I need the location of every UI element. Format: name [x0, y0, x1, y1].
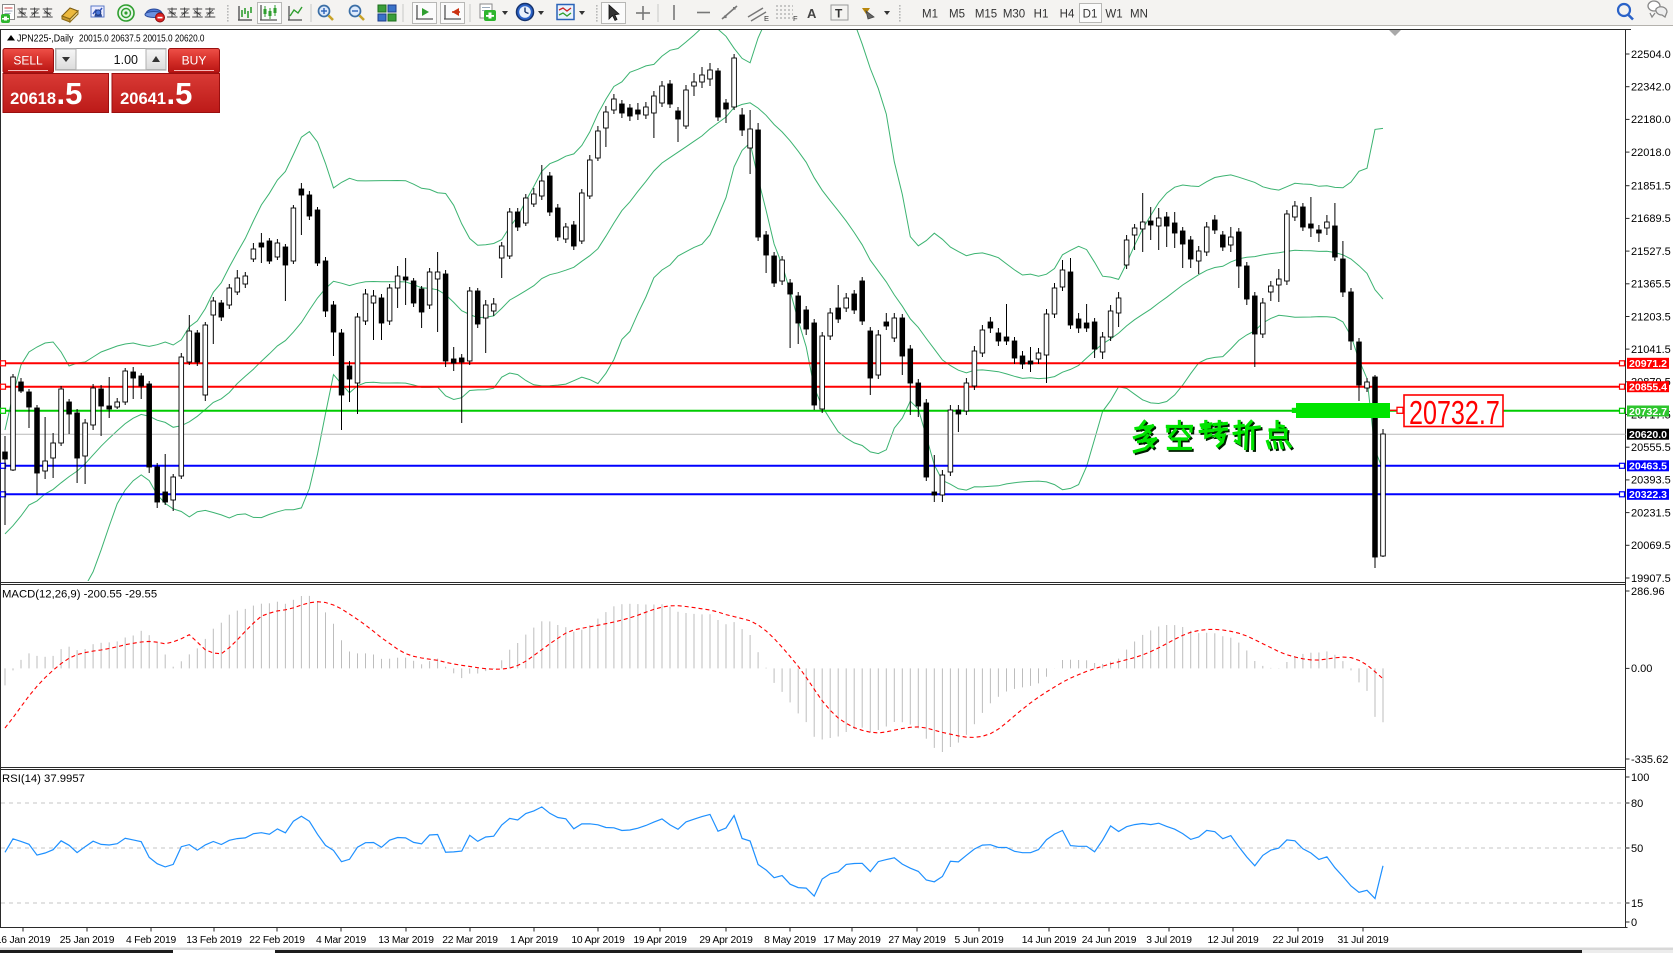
svg-text:29 Apr 2019: 29 Apr 2019: [699, 935, 753, 946]
svg-text:50: 50: [1631, 843, 1643, 855]
svg-text:22 Feb 2019: 22 Feb 2019: [249, 935, 305, 946]
svg-text:5 Jun 2019: 5 Jun 2019: [955, 935, 1004, 946]
svg-text:20732.7: 20732.7: [1629, 406, 1667, 418]
svg-text:A: A: [807, 6, 817, 21]
svg-text:22018.0: 22018.0: [1631, 147, 1671, 159]
svg-text:286.96: 286.96: [1631, 586, 1665, 598]
svg-text:16 Jan 2019: 16 Jan 2019: [0, 935, 51, 946]
svg-text:14 Jun 2019: 14 Jun 2019: [1022, 935, 1077, 946]
svg-text:24 Jun 2019: 24 Jun 2019: [1082, 935, 1137, 946]
svg-text:20322.3: 20322.3: [1629, 489, 1667, 501]
svg-text:0: 0: [1631, 917, 1637, 929]
svg-text:MN: MN: [1130, 9, 1148, 21]
svg-text:M30: M30: [1003, 9, 1025, 21]
svg-text:22504.0: 22504.0: [1631, 49, 1671, 61]
svg-text:.5: .5: [167, 76, 193, 111]
svg-text:13 Feb 2019: 13 Feb 2019: [186, 935, 242, 946]
svg-text:0.00: 0.00: [1631, 663, 1652, 675]
svg-text:.5: .5: [57, 76, 83, 111]
svg-text:BUY: BUY: [182, 54, 207, 68]
svg-text:17 May 2019: 17 May 2019: [823, 935, 881, 946]
svg-text:20641: 20641: [120, 90, 166, 108]
svg-text:20618: 20618: [10, 90, 56, 108]
svg-text:21527.5: 21527.5: [1631, 246, 1671, 258]
svg-text:SELL: SELL: [13, 54, 43, 68]
svg-text:13 Mar 2019: 13 Mar 2019: [378, 935, 434, 946]
svg-text:10 Apr 2019: 10 Apr 2019: [571, 935, 625, 946]
svg-text:20231.5: 20231.5: [1631, 507, 1671, 519]
svg-text:1.00: 1.00: [114, 53, 138, 67]
svg-text:15: 15: [1631, 898, 1643, 910]
svg-text:-335.62: -335.62: [1631, 754, 1668, 766]
svg-text:25 Jan 2019: 25 Jan 2019: [60, 935, 115, 946]
svg-text:22 Mar 2019: 22 Mar 2019: [442, 935, 498, 946]
svg-text:JPN225-,Daily: JPN225-,Daily: [17, 33, 74, 45]
svg-text:M15: M15: [975, 9, 997, 21]
svg-text:MACD(12,26,9) -200.55 -29.55: MACD(12,26,9) -200.55 -29.55: [2, 589, 157, 601]
svg-text:22 Jul 2019: 22 Jul 2019: [1272, 935, 1324, 946]
svg-text:F: F: [793, 14, 798, 23]
svg-text:22342.0: 22342.0: [1631, 82, 1671, 94]
svg-text:12 Jul 2019: 12 Jul 2019: [1207, 935, 1259, 946]
svg-text:RSI(14) 37.9957: RSI(14) 37.9957: [2, 773, 85, 785]
svg-text:100: 100: [1631, 772, 1649, 784]
svg-text:31 Jul 2019: 31 Jul 2019: [1337, 935, 1389, 946]
svg-text:H1: H1: [1034, 9, 1049, 21]
svg-text:20015.0 20637.5 20015.0 20620.: 20015.0 20637.5 20015.0 20620.0: [79, 33, 204, 44]
svg-text:80: 80: [1631, 798, 1643, 810]
svg-text:20620.0: 20620.0: [1629, 429, 1667, 441]
svg-text:3 Jul 2019: 3 Jul 2019: [1146, 935, 1192, 946]
svg-text:22180.0: 22180.0: [1631, 114, 1671, 126]
svg-text:T: T: [835, 7, 843, 21]
svg-text:20463.5: 20463.5: [1629, 461, 1667, 473]
svg-text:21365.5: 21365.5: [1631, 279, 1671, 291]
svg-text:20555.5: 20555.5: [1631, 442, 1671, 454]
svg-text:20393.5: 20393.5: [1631, 475, 1671, 487]
svg-text:M5: M5: [949, 9, 965, 21]
svg-text:M1: M1: [922, 9, 938, 21]
svg-text:E: E: [764, 14, 769, 23]
svg-text:20069.5: 20069.5: [1631, 540, 1671, 552]
svg-text:27 May 2019: 27 May 2019: [888, 935, 946, 946]
svg-text:20732.7: 20732.7: [1409, 395, 1500, 432]
svg-text:19907.5: 19907.5: [1631, 573, 1671, 585]
svg-text:D1: D1: [1083, 9, 1098, 21]
svg-text:20855.4: 20855.4: [1629, 382, 1667, 394]
svg-text:19 Apr 2019: 19 Apr 2019: [633, 935, 687, 946]
svg-text:1 Apr 2019: 1 Apr 2019: [510, 935, 558, 946]
svg-text:21851.5: 21851.5: [1631, 181, 1671, 193]
svg-text:21203.5: 21203.5: [1631, 311, 1671, 323]
svg-text:W1: W1: [1105, 9, 1122, 21]
svg-text:20971.2: 20971.2: [1629, 358, 1667, 370]
svg-text:21041.5: 21041.5: [1631, 344, 1671, 356]
svg-text:4 Mar 2019: 4 Mar 2019: [316, 935, 367, 946]
svg-text:H4: H4: [1060, 9, 1075, 21]
svg-text:8 May 2019: 8 May 2019: [764, 935, 816, 946]
svg-text:4 Feb 2019: 4 Feb 2019: [126, 935, 177, 946]
svg-text:21689.5: 21689.5: [1631, 213, 1671, 225]
